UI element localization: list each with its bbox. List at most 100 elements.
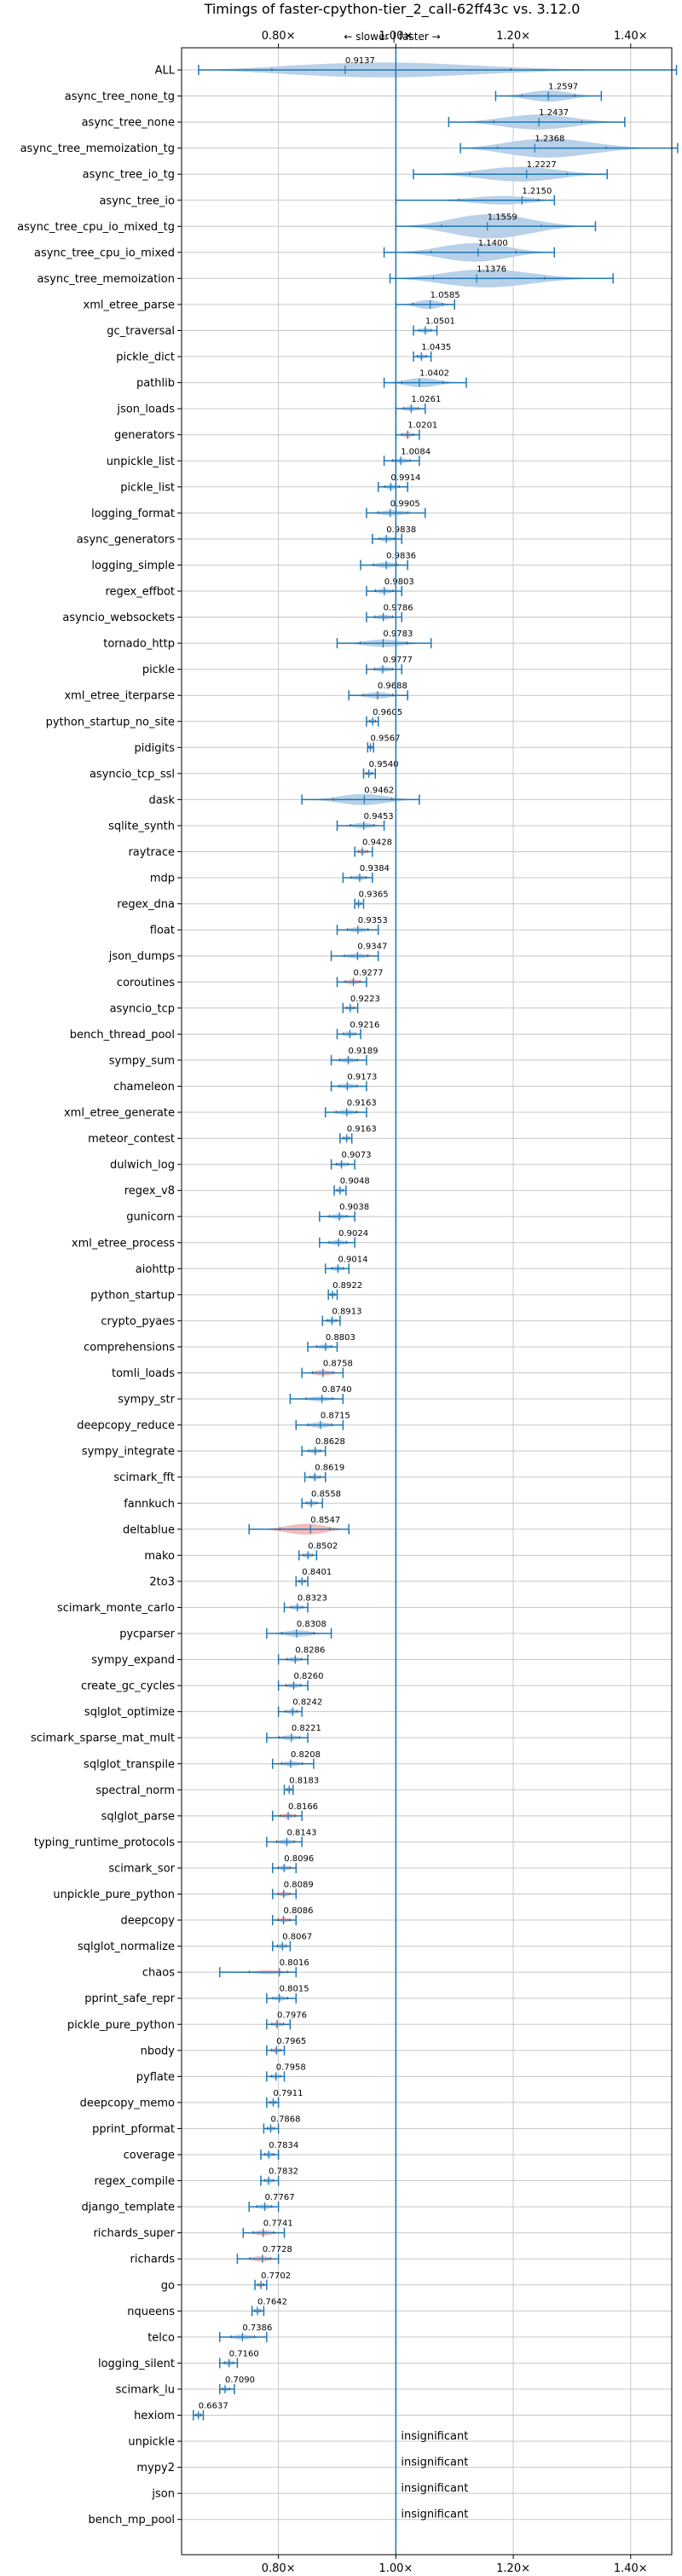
value-label: 0.9905 [390, 499, 420, 508]
row-label: coroutines [117, 977, 175, 989]
direction-label: ← slower | faster → [344, 31, 440, 43]
row-label: python_startup_no_site [46, 716, 175, 728]
value-label: 0.9048 [340, 1177, 370, 1186]
row-label: scimark_lu [116, 2383, 175, 2396]
value-label: 0.8143 [286, 1828, 316, 1837]
value-label: 0.8016 [280, 1958, 309, 1968]
value-label: 0.7965 [276, 2037, 306, 2046]
value-label: 0.9277 [354, 968, 384, 978]
value-label: 0.7767 [265, 2193, 295, 2202]
row-label: deepcopy [120, 1915, 175, 1928]
value-label: 0.8260 [294, 1672, 324, 1681]
value-label: 1.0501 [425, 317, 455, 327]
value-label: 0.9453 [364, 812, 394, 821]
row-label: mypy2 [136, 2462, 175, 2474]
value-label: 1.2597 [548, 83, 578, 92]
row-label: xml_etree_parse [84, 299, 175, 311]
row-label: json [151, 2488, 175, 2501]
row-label: async_tree_none [82, 117, 175, 130]
row-label: regex_effbot [105, 586, 175, 599]
value-label: 0.7868 [271, 2115, 301, 2124]
value-label: 0.9223 [350, 995, 380, 1004]
row-label: async_tree_none_tg [65, 90, 175, 103]
row-label: scimark_fft [113, 1471, 175, 1484]
value-label: 0.9462 [364, 786, 394, 795]
value-label: 0.8740 [322, 1385, 352, 1395]
row-label: sympy_str [118, 1394, 175, 1407]
row-label: asyncio_websockets [62, 612, 175, 624]
value-label: 0.9783 [383, 629, 413, 639]
row-label: pickle_list [120, 481, 175, 494]
row-label: async_tree_io_tg [83, 169, 175, 182]
row-label: async_tree_memoization_tg [20, 142, 175, 155]
value-label: 0.8619 [315, 1464, 344, 1473]
row-label: aiohttp [136, 1263, 175, 1276]
value-label: 0.6637 [199, 2402, 228, 2411]
row-label: richards_super [93, 2227, 175, 2240]
row-label: tomli_loads [112, 1367, 175, 1380]
row-label: xml_etree_generate [64, 1107, 175, 1120]
row-label: sqlglot_normalize [78, 1941, 175, 1953]
value-label: 0.7160 [229, 2349, 259, 2358]
value-label: 0.8308 [297, 1620, 327, 1629]
row-label: chameleon [113, 1081, 175, 1094]
x-tick-label-bottom: 0.80× [262, 2562, 296, 2575]
insignificant-label: insignificant [401, 2509, 468, 2521]
value-label: 0.9365 [359, 891, 389, 900]
value-label: 0.7832 [269, 2167, 298, 2177]
row-label: chaos [142, 1967, 175, 1980]
row-label: create_gc_cycles [81, 1680, 175, 1693]
value-label: 0.9384 [360, 864, 390, 873]
value-label: 0.9688 [378, 682, 407, 691]
value-label: 0.8183 [289, 1776, 319, 1785]
x-ticks: 0.80× 0.80× 1.00× 1.00× 1.20× 1.20× 1.40× 1.40×… [17, 30, 648, 2575]
insignificant-label: insignificant [401, 2482, 468, 2495]
row-label: raytrace [128, 846, 175, 859]
value-label: 0.8547 [310, 1516, 340, 1525]
value-label: 0.9777 [383, 656, 413, 665]
row-label: dulwich_log [110, 1159, 175, 1172]
value-label: 0.9038 [339, 1203, 369, 1212]
row-label: deepcopy_reduce [77, 1419, 175, 1432]
value-label: 0.9838 [386, 525, 416, 535]
value-label: 0.9836 [386, 551, 416, 560]
value-label: 0.8758 [323, 1360, 353, 1369]
value-label: 1.0084 [401, 447, 431, 456]
value-label: 1.0402 [419, 369, 449, 379]
value-label: 0.8089 [284, 1881, 314, 1890]
row-label: unpickle_list [107, 455, 175, 468]
row-label: regex_dna [117, 898, 175, 911]
row-label: nbody [141, 2045, 176, 2057]
value-label: 0.7642 [257, 2297, 287, 2306]
row-label: deltablue [123, 1523, 175, 1536]
row-label: regex_compile [94, 2175, 175, 2188]
value-label: 0.9353 [358, 916, 388, 925]
value-label: 0.7976 [277, 2010, 307, 2020]
row-label: 2to3 [149, 1575, 175, 1588]
value-label: 0.9137 [345, 56, 375, 66]
row-label: mako [144, 1550, 175, 1563]
row-label: coverage [124, 2150, 175, 2162]
row-label: json_loads [116, 403, 175, 416]
row-label: dask [148, 794, 175, 807]
row-label: spectral_norm [95, 1784, 175, 1797]
x-tick-label-top: 1.00× [379, 30, 413, 43]
value-label: 0.9540 [369, 760, 399, 769]
row-label: ALL [155, 65, 176, 78]
value-label: 0.8401 [302, 1568, 332, 1577]
value-label: 0.9347 [357, 943, 387, 952]
value-label: 1.2368 [535, 135, 564, 144]
row-label: telco [147, 2331, 175, 2344]
row-label: logging_simple [91, 560, 175, 572]
row-label: pprint_pformat [92, 2123, 175, 2136]
value-label: 0.8166 [288, 1802, 318, 1812]
value-label: 0.7958 [276, 2063, 306, 2072]
value-label: 0.9914 [390, 473, 420, 483]
row-label: pidigits [135, 742, 176, 755]
value-label: 0.8323 [298, 1593, 327, 1603]
row-label: django_template [82, 2202, 175, 2214]
plot-frame [181, 47, 673, 2556]
value-label: 0.8922 [332, 1281, 362, 1291]
row-label: xml_etree_iterparse [64, 690, 175, 703]
row-label: pyflate [136, 2071, 175, 2084]
